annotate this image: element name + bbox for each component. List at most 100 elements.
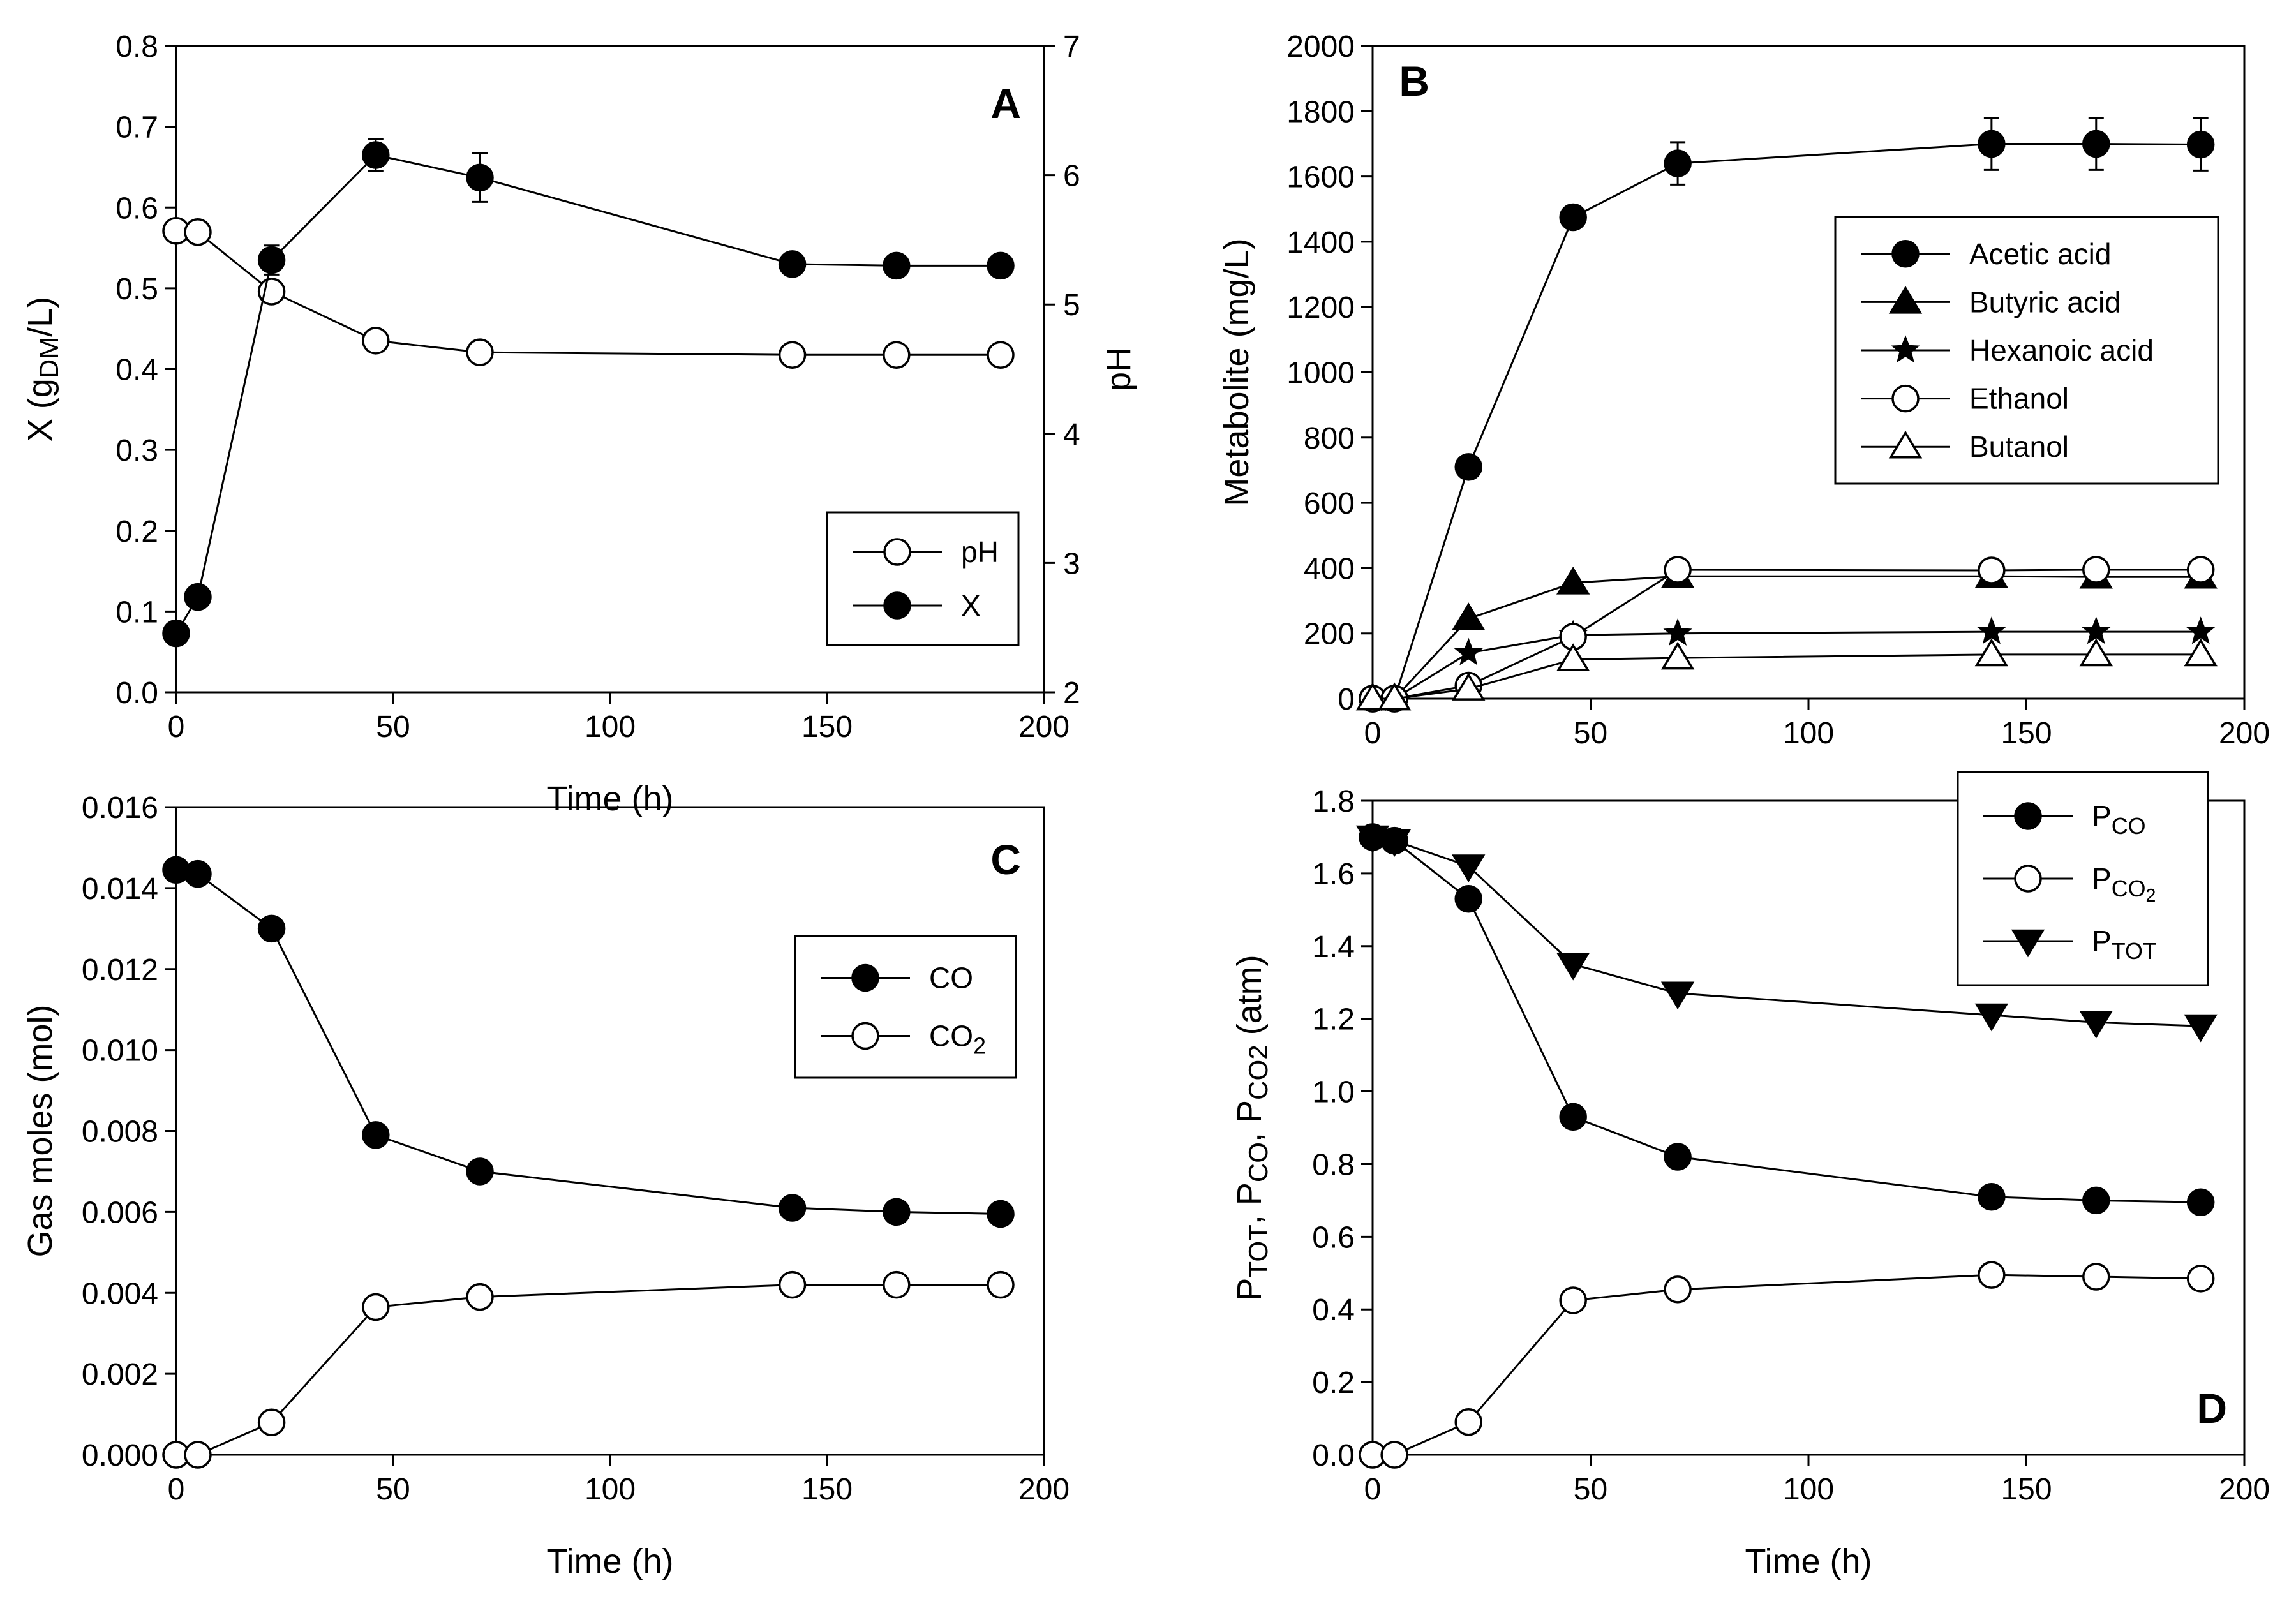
series-line-co2 xyxy=(176,1284,1001,1456)
y-tick-label: 0.010 xyxy=(82,1034,158,1068)
y-tick-label: 1200 xyxy=(1286,291,1355,325)
data-point-hexanoic-acid xyxy=(2082,616,2111,644)
y-tick-label: 400 xyxy=(1304,552,1355,586)
x-axis-label: Time (h) xyxy=(547,780,674,818)
data-point-x xyxy=(883,251,911,280)
data-point-pco xyxy=(2082,1186,2110,1215)
legend-label: pH xyxy=(961,535,999,569)
series-line-hexanoic-acid xyxy=(1373,630,2201,700)
y-tick-label: 600 xyxy=(1304,487,1355,521)
series-line-butanol xyxy=(1373,653,2201,700)
y-tick-label: 1.2 xyxy=(1312,1003,1355,1037)
x-tick-label: 50 xyxy=(376,1473,410,1506)
x-tick-label: 0 xyxy=(168,1473,185,1506)
legend-marker-ethanol xyxy=(1891,384,1920,413)
x-tick-label: 150 xyxy=(2001,717,2052,750)
data-point-pco2 xyxy=(1664,1275,1692,1304)
data-point-ethanol xyxy=(1978,556,2006,584)
y2-tick-label: 6 xyxy=(1063,160,1080,193)
data-point-x xyxy=(466,163,494,192)
y-tick-label: 1.0 xyxy=(1312,1076,1355,1110)
legend-label: Butanol xyxy=(1969,430,2069,463)
legend: pH X xyxy=(826,511,1020,646)
data-point-co xyxy=(778,1194,807,1222)
y2-tick-label: 5 xyxy=(1063,288,1080,322)
data-point-butanol xyxy=(2079,638,2113,667)
x-tick-label: 100 xyxy=(1783,717,1834,750)
y-axis-label: PTOT, PCO, PCO2 (atm) xyxy=(1230,955,1273,1300)
data-point-co2 xyxy=(883,1270,911,1299)
legend-label: X xyxy=(961,589,981,622)
y-tick-label: 0.014 xyxy=(82,872,158,906)
data-point-ethanol xyxy=(2186,556,2215,584)
data-point-co2 xyxy=(362,1293,390,1321)
data-point-acetic-acid xyxy=(1454,453,1483,481)
legend-marker-ph xyxy=(883,538,911,566)
data-point-butanol xyxy=(1452,673,1486,701)
panel-letter: D xyxy=(2196,1385,2227,1432)
y-tick-label: 1800 xyxy=(1286,95,1355,129)
series-line-acetic-acid xyxy=(1373,143,2201,700)
x-tick-label: 100 xyxy=(1783,1473,1834,1506)
panel-d-chart: 0 50 100 150 200 0.0 0.2 0.4 0.6 0.8 1.0 1.2 1.4 1.6 1… xyxy=(1230,771,2270,1580)
data-point-x xyxy=(778,250,807,278)
panel-a-chart: 0 50 100 150 200 0.0 0.1 0.2 0.3 0.4 0.5 0.6 0.7 0.8 2… xyxy=(21,30,1138,818)
data-point-co2 xyxy=(257,1408,286,1436)
legend-label: CO xyxy=(929,962,973,995)
data-point-ethanol xyxy=(2082,556,2110,584)
panel-letter: C xyxy=(990,836,1021,883)
x-axis-label: Time (h) xyxy=(547,1542,674,1580)
data-point-butanol xyxy=(2184,638,2218,667)
y-tick-label: 0.000 xyxy=(82,1439,158,1473)
y2-tick-label: 3 xyxy=(1063,547,1080,581)
data-point-co2 xyxy=(184,1441,212,1469)
data-point-ph xyxy=(883,341,911,369)
x-tick-label: 0 xyxy=(1364,1473,1382,1506)
x-tick-label: 50 xyxy=(1574,1473,1607,1506)
data-point-ph xyxy=(466,338,494,366)
data-point-hexanoic-acid xyxy=(1454,637,1483,665)
x-tick-label: 150 xyxy=(801,710,853,744)
y-tick-label: 0.6 xyxy=(1312,1221,1355,1254)
data-point-pco xyxy=(1664,1143,1692,1171)
y-tick-label: 1400 xyxy=(1286,226,1355,260)
x-tick-label: 100 xyxy=(585,710,636,744)
data-point-ptot xyxy=(1556,953,1590,981)
data-point-ph xyxy=(184,218,212,246)
x-axis-label: Time (h) xyxy=(1745,1542,1872,1580)
data-point-acetic-acid xyxy=(1664,149,1692,177)
y2-tick-label: 7 xyxy=(1063,30,1080,64)
data-point-ptot xyxy=(1660,981,1695,1010)
legend-label: Acetic acid xyxy=(1969,237,2111,271)
series-line-x xyxy=(175,154,1001,634)
data-point-co xyxy=(466,1157,494,1186)
panel-letter: A xyxy=(990,80,1021,127)
data-point-pco2 xyxy=(2082,1263,2110,1291)
legend-marker-x xyxy=(883,591,911,620)
legend-label: PCO2 xyxy=(2092,862,2156,906)
data-point-acetic-acid xyxy=(2082,130,2110,158)
data-point-ptot xyxy=(1377,829,1412,858)
data-point-hexanoic-acid xyxy=(1663,618,1692,646)
data-point-co2 xyxy=(987,1270,1015,1299)
plot-frame xyxy=(175,806,1045,1456)
data-point-ptot xyxy=(1452,854,1486,882)
x-tick-label: 50 xyxy=(1574,717,1607,750)
y-tick-label: 0.016 xyxy=(82,791,158,825)
legend-box xyxy=(794,935,1017,1079)
x-tick-label: 200 xyxy=(1018,710,1070,744)
data-point-ptot xyxy=(2184,1014,2218,1043)
data-point-butanol xyxy=(1974,638,2009,667)
legend-marker-butanol xyxy=(1888,430,1923,459)
legend-label: Ethanol xyxy=(1969,382,2069,415)
legend-marker-pco2 xyxy=(2014,865,2042,893)
y-tick-label: 1.8 xyxy=(1312,785,1355,819)
data-point-ph xyxy=(362,327,390,355)
legend-box xyxy=(826,511,1020,646)
data-point-pco2 xyxy=(1559,1286,1587,1314)
y-tick-label: 0.0 xyxy=(116,676,158,710)
data-point-pco2 xyxy=(1978,1261,2006,1289)
data-point-acetic-acid xyxy=(1978,130,2006,158)
data-point-co xyxy=(987,1200,1015,1228)
y-tick-label: 0.8 xyxy=(116,30,158,64)
